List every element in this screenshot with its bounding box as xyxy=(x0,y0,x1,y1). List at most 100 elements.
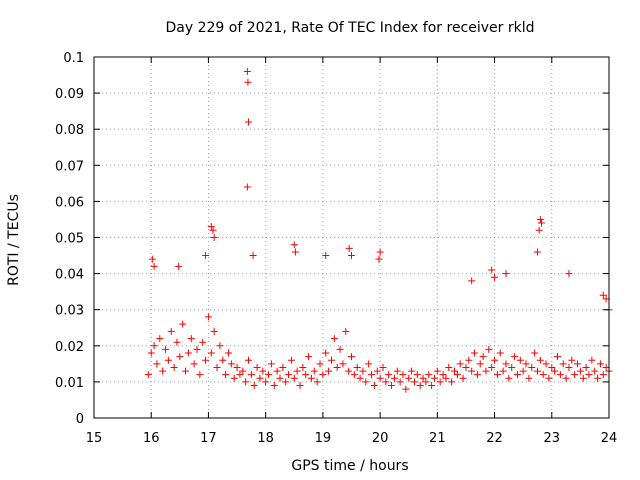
data-point xyxy=(428,382,436,390)
data-point xyxy=(210,327,218,335)
y-axis-ticks: 0 0.01 0.02 0.03 0.04 0.05 0.06 0.07 0.08 0.09 0.1 xyxy=(55,51,609,427)
data-point xyxy=(342,327,350,335)
data-point xyxy=(148,255,156,263)
data-point xyxy=(193,345,201,353)
y-tick-label: 0.06 xyxy=(55,195,84,210)
data-point xyxy=(536,356,544,364)
data-point xyxy=(559,360,567,368)
data-point xyxy=(525,374,533,382)
data-point xyxy=(522,360,530,368)
data-point xyxy=(537,219,545,227)
data-point xyxy=(307,374,315,382)
y-tick-label: 0 xyxy=(76,412,84,427)
y-axis-label: ROTI / TECUs xyxy=(6,194,22,286)
data-point xyxy=(375,255,383,263)
data-point xyxy=(479,353,487,361)
data-point xyxy=(330,335,338,343)
data-point xyxy=(370,382,378,390)
data-point xyxy=(273,367,281,375)
data-point xyxy=(339,360,347,368)
data-point xyxy=(491,273,499,281)
data-point xyxy=(533,248,541,256)
data-point xyxy=(147,349,155,357)
data-point xyxy=(259,367,267,375)
data-point xyxy=(422,378,430,386)
data-point xyxy=(539,371,547,379)
y-tick-label: 0.09 xyxy=(55,87,84,102)
data-point xyxy=(190,360,198,368)
data-point xyxy=(499,367,507,375)
data-point xyxy=(602,295,610,303)
data-point xyxy=(574,360,582,368)
data-point xyxy=(299,363,307,371)
data-point xyxy=(568,356,576,364)
data-point xyxy=(265,371,273,379)
data-point xyxy=(239,367,247,375)
data-point xyxy=(496,349,504,357)
data-point xyxy=(224,349,232,357)
data-point xyxy=(482,367,490,375)
data-point xyxy=(291,248,299,256)
data-point xyxy=(416,382,424,390)
data-point xyxy=(596,360,604,368)
data-point xyxy=(209,226,217,234)
data-point xyxy=(551,367,559,375)
y-tick-label: 0.05 xyxy=(55,232,84,247)
data-point xyxy=(207,223,215,231)
data-point xyxy=(382,378,390,386)
data-point xyxy=(150,262,158,270)
data-point xyxy=(305,353,313,361)
data-point xyxy=(368,371,376,379)
data-point xyxy=(244,78,252,86)
y-tick-label: 0.02 xyxy=(55,340,84,355)
data-point xyxy=(249,252,257,260)
data-point xyxy=(582,363,590,371)
data-point xyxy=(290,374,298,382)
data-point xyxy=(216,342,224,350)
data-point xyxy=(448,378,456,386)
data-point xyxy=(579,374,587,382)
data-point xyxy=(276,374,284,382)
data-point xyxy=(433,367,441,375)
data-point xyxy=(456,360,464,368)
data-point xyxy=(556,371,564,379)
data-point xyxy=(242,378,250,386)
data-point xyxy=(425,371,433,379)
data-point xyxy=(285,371,293,379)
x-tick-label: 23 xyxy=(544,431,561,446)
data-point xyxy=(419,374,427,382)
data-point xyxy=(502,360,510,368)
data-point xyxy=(548,363,556,371)
data-point xyxy=(359,367,367,375)
data-point xyxy=(585,371,593,379)
data-point xyxy=(207,349,215,357)
data-point xyxy=(210,234,218,241)
x-tick-label: 16 xyxy=(143,431,160,446)
x-tick-label: 18 xyxy=(257,431,274,446)
data-point xyxy=(175,262,183,270)
data-point xyxy=(413,371,421,379)
data-point xyxy=(485,345,493,353)
data-point xyxy=(565,363,573,371)
data-point xyxy=(436,378,444,386)
data-point xyxy=(150,342,158,350)
data-point xyxy=(459,374,467,382)
y-tick-label: 0.1 xyxy=(63,51,84,66)
data-point xyxy=(451,367,458,375)
data-point xyxy=(502,270,510,278)
data-point xyxy=(325,367,333,375)
data-point xyxy=(379,363,387,371)
x-tick-label: 24 xyxy=(601,431,618,446)
data-point xyxy=(471,349,479,357)
data-point xyxy=(599,371,607,379)
data-point xyxy=(144,371,152,379)
data-point xyxy=(491,356,499,364)
x-tick-label: 19 xyxy=(315,431,332,446)
data-point xyxy=(588,356,596,364)
data-point xyxy=(164,356,172,364)
data-point xyxy=(270,382,278,390)
data-point xyxy=(513,371,521,379)
data-point xyxy=(488,363,496,371)
y-tick-label: 0.08 xyxy=(55,123,84,138)
